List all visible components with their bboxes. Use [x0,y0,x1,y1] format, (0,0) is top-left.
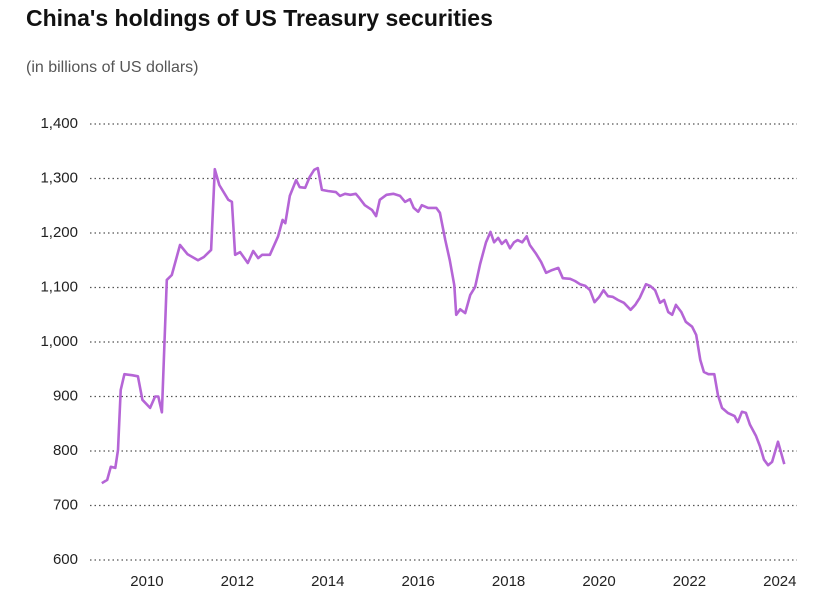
x-tick-label: 2022 [673,573,706,590]
x-tick-label: 2018 [492,573,525,590]
x-tick-label: 2024 [763,573,796,590]
y-tick-label: 1,200 [40,224,78,241]
y-tick-label: 1,400 [40,115,78,132]
y-tick-label: 600 [53,551,78,568]
y-tick-label: 700 [53,496,78,513]
x-tick-label: 2010 [130,573,163,590]
chart-subtitle: (in billions of US dollars) [26,59,199,76]
y-tick-label: 1,100 [40,278,78,295]
data-line [101,166,786,485]
x-tick-label: 2016 [401,573,434,590]
y-tick-label: 900 [53,387,78,404]
x-tick-label: 2014 [311,573,344,590]
chart-title: China's holdings of US Treasury securiti… [26,5,493,31]
y-tick-label: 800 [53,442,78,459]
x-tick-label: 2012 [221,573,254,590]
x-tick-label: 2020 [582,573,615,590]
y-tick-label: 1,000 [40,333,78,350]
y-tick-label: 1,300 [40,169,78,186]
